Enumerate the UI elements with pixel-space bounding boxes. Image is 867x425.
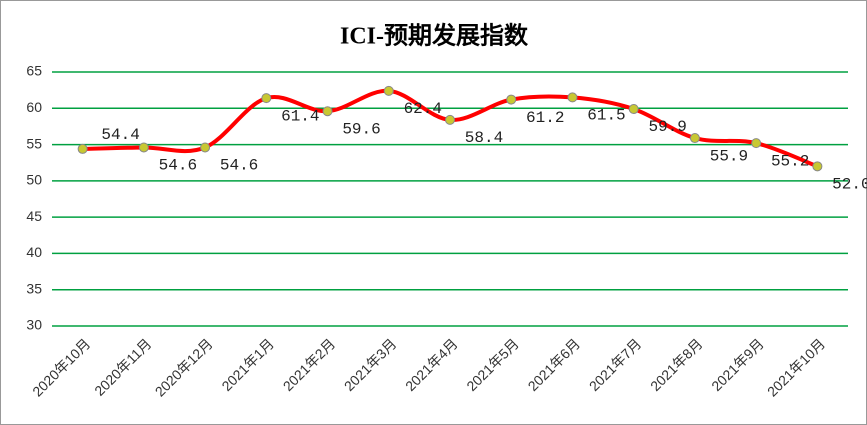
data-point — [628, 104, 639, 115]
data-point — [445, 114, 455, 125]
data-label: 52.0 — [832, 176, 867, 194]
data-point — [567, 92, 578, 103]
y-tick-label: 60 — [26, 99, 42, 115]
data-label: 61.2 — [526, 109, 564, 127]
y-tick-label: 55 — [26, 135, 42, 151]
data-point — [383, 85, 394, 96]
data-label: 61.5 — [587, 107, 625, 125]
data-label: 59.9 — [648, 118, 686, 136]
data-point — [77, 143, 88, 154]
data-label: 54.4 — [101, 126, 139, 144]
y-tick-label: 30 — [26, 317, 42, 333]
data-label: 58.4 — [465, 129, 503, 147]
data-point — [138, 142, 149, 153]
y-tick-label: 35 — [26, 280, 42, 296]
y-tick-label: 40 — [26, 244, 42, 260]
data-point — [506, 94, 517, 105]
data-label: 55.9 — [710, 147, 748, 165]
data-label: 62.4 — [404, 100, 442, 118]
y-tick-label: 65 — [26, 63, 42, 79]
data-label: 61.4 — [281, 107, 319, 125]
y-tick-label: 45 — [26, 208, 42, 224]
data-point — [751, 138, 762, 149]
data-label: 59.6 — [342, 120, 380, 138]
data-point — [812, 161, 823, 172]
y-tick-label: 50 — [26, 172, 42, 188]
data-point — [689, 133, 700, 144]
data-label: 55.2 — [771, 152, 809, 170]
data-point — [200, 142, 211, 153]
data-point — [322, 106, 333, 117]
data-point — [261, 93, 272, 104]
data-label: 54.6 — [159, 157, 197, 175]
chart-title: ICI-预期发展指数 — [340, 22, 529, 50]
data-label: 54.6 — [220, 157, 258, 175]
